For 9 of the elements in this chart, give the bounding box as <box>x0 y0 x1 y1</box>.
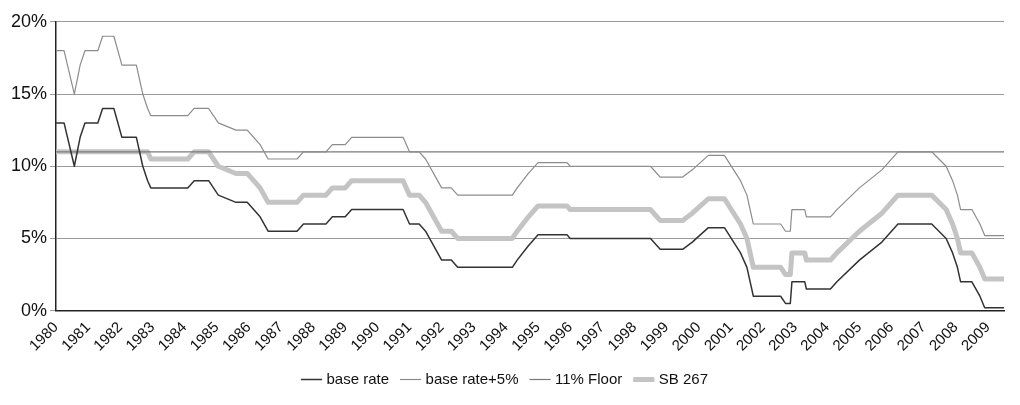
legend-label: 11% Floor <box>555 369 623 387</box>
y-tick-label: 10% <box>11 155 48 176</box>
legend-label: SB 267 <box>658 369 708 387</box>
legend-label: base rate+5% <box>425 369 519 387</box>
legend-label: base rate <box>326 369 390 387</box>
y-tick-label: 15% <box>11 82 48 103</box>
y-tick-label: 20% <box>11 10 48 31</box>
y-tick-label: 0% <box>21 299 48 320</box>
y-tick-label: 5% <box>21 227 48 248</box>
